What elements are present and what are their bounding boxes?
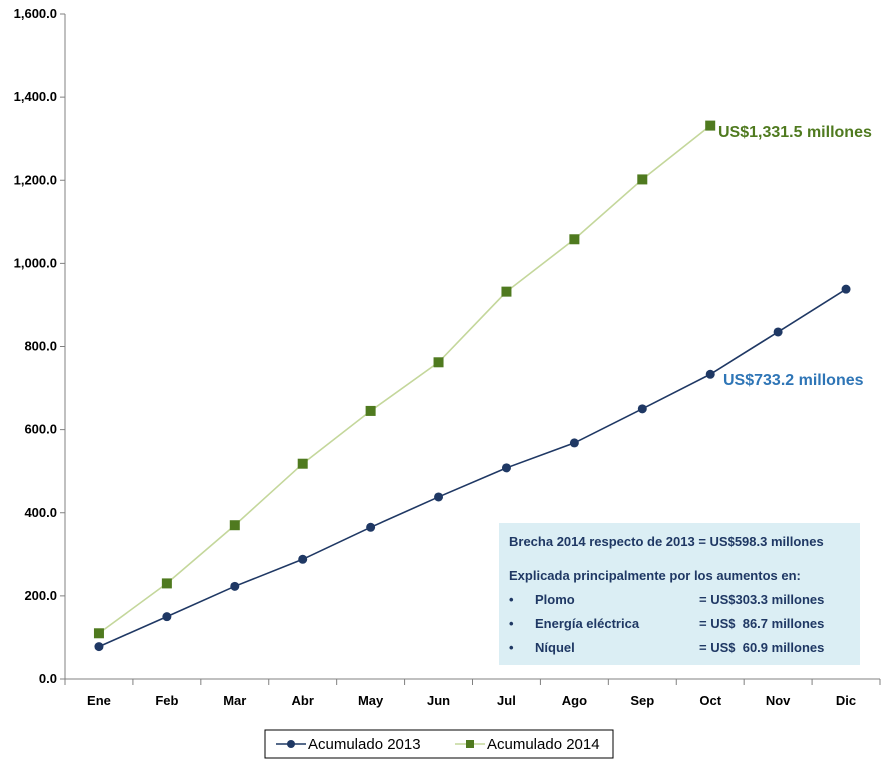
data-point-2013 (94, 642, 104, 652)
data-point-2013 (366, 522, 376, 532)
data-point-2013 (162, 612, 172, 622)
data-point-2014 (229, 520, 240, 531)
legend-swatch-2014-marker (466, 740, 474, 748)
legend-label-2013: Acumulado 2013 (308, 736, 421, 753)
y-tick-label: 1,200.0 (14, 172, 57, 187)
info-item-value: = US$ 60.9 millones (699, 640, 824, 655)
info-item-value: = US$ 86.7 millones (699, 616, 824, 631)
info-item-name: Níquel (535, 640, 575, 655)
annotation-2014-total: US$1,331.5 millones (718, 124, 872, 141)
info-box: Brecha 2014 respecto de 2013 = US$598.3 … (499, 523, 860, 665)
legend-swatch-2013-marker (287, 740, 295, 748)
annotation-2013-total: US$733.2 millones (723, 372, 864, 389)
y-tick-label: 1,600.0 (14, 6, 57, 21)
data-point-2013 (230, 581, 240, 591)
x-tick-label: Oct (699, 693, 721, 708)
legend: Acumulado 2013 Acumulado 2014 (264, 729, 614, 759)
data-point-2013 (434, 492, 444, 502)
data-point-2013 (841, 284, 851, 294)
x-tick-label: Dic (836, 693, 856, 708)
y-tick-label: 600.0 (24, 422, 57, 437)
data-point-2014 (501, 286, 512, 297)
info-box-background (499, 523, 860, 665)
x-tick-label: Nov (766, 693, 791, 708)
x-tick-label: Ene (87, 693, 111, 708)
data-point-2014 (705, 120, 716, 131)
x-tick-label: May (358, 693, 384, 708)
info-item-bullet: • (509, 592, 514, 607)
data-point-2014 (569, 234, 580, 245)
x-tick-label: Jul (497, 693, 516, 708)
y-tick-label: 400.0 (24, 505, 57, 520)
info-item-bullet: • (509, 616, 514, 631)
info-box-title: Brecha 2014 respecto de 2013 = US$598.3 … (509, 534, 824, 549)
info-item-name: Energía eléctrica (535, 616, 640, 631)
y-tick-label: 1,000.0 (14, 255, 57, 270)
legend-label-2014: Acumulado 2014 (487, 736, 600, 753)
y-tick-label: 800.0 (24, 339, 57, 354)
data-point-2014 (365, 405, 376, 416)
data-point-2014 (297, 458, 308, 469)
data-point-2014 (161, 578, 172, 589)
series-line-2013 (98, 288, 847, 648)
x-tick-label: Abr (292, 693, 314, 708)
info-item-name: Plomo (535, 592, 575, 607)
x-tick-label: Feb (155, 693, 178, 708)
y-axis-ticks: 0.0 200.0 400.0 600.0 800.0 1,000.0 1,200.0 1,4… (14, 6, 65, 686)
data-point-2013 (773, 327, 783, 337)
series-line-2014 (98, 124, 711, 634)
data-point-2013 (637, 404, 647, 414)
data-point-2013 (705, 369, 715, 379)
x-tick-label: Jun (427, 693, 450, 708)
data-point-2013 (298, 554, 308, 564)
y-tick-label: 1,400.0 (14, 89, 57, 104)
data-point-2014 (93, 628, 104, 639)
legend-border (264, 729, 614, 759)
info-item-bullet: • (509, 640, 514, 655)
data-point-2014 (637, 174, 648, 185)
y-tick-label: 200.0 (24, 588, 57, 603)
y-tick-label: 0.0 (39, 671, 57, 686)
series-layer (93, 120, 851, 652)
x-axis-ticks: Ene Feb Mar Abr May Jun Jul Ago Sep Oct Nov Dic (64, 679, 881, 708)
info-box-subtitle: Explicada principalmente por los aumento… (509, 568, 801, 583)
data-point-2014 (433, 357, 444, 368)
info-item-value: = US$303.3 millones (699, 592, 824, 607)
x-tick-label: Ago (562, 693, 587, 708)
x-tick-label: Sep (630, 693, 654, 708)
data-point-2013 (569, 438, 579, 448)
x-tick-label: Mar (223, 693, 246, 708)
data-point-2013 (501, 463, 511, 473)
